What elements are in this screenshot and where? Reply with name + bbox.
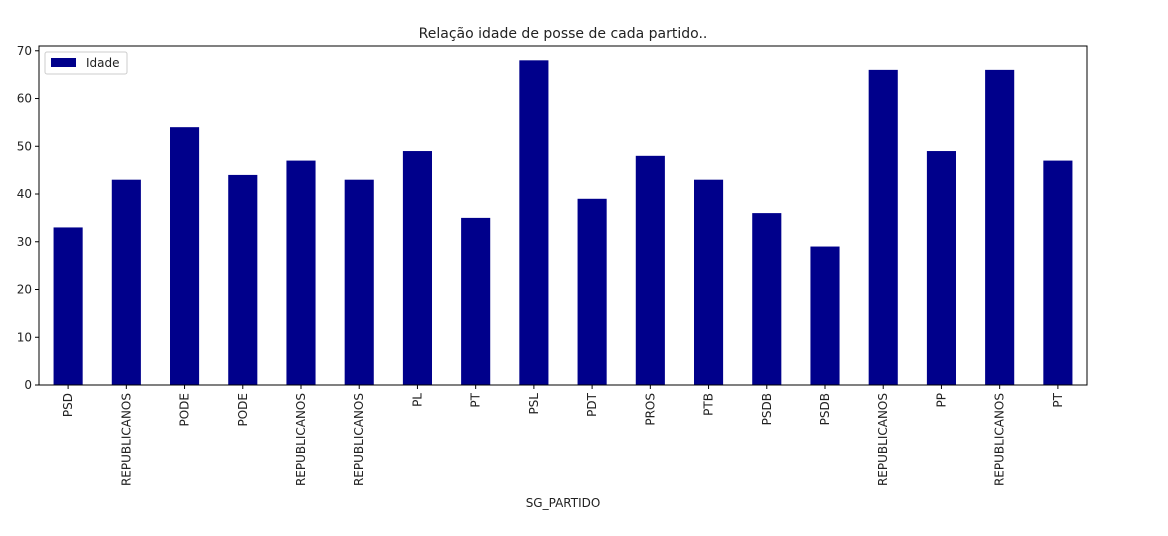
x-tick-label: PROS (643, 393, 657, 426)
x-tick-label: REPUBLICANOS (993, 393, 1007, 486)
bar (752, 213, 782, 385)
bar (344, 179, 374, 385)
legend: Idade (44, 51, 128, 75)
y-tick-label: 40 (17, 187, 32, 201)
x-tick-label: PDT (585, 392, 599, 416)
y-tick-label: 60 (17, 92, 32, 106)
bar (402, 151, 432, 385)
bar (461, 217, 491, 385)
x-tick-label: PODE (178, 393, 192, 427)
bar (53, 227, 83, 385)
y-tick-label: 30 (17, 235, 32, 249)
legend-box (44, 51, 128, 75)
x-tick-label: PSL (527, 393, 541, 415)
chart-title: Relação idade de posse de cada partido.. (419, 26, 708, 42)
bar (286, 160, 316, 385)
x-tick-label: PSDB (760, 393, 774, 425)
bars-layer (53, 60, 1073, 386)
x-tick-label: PP (934, 393, 948, 407)
x-axis-label: SG_PARTIDO (526, 496, 601, 510)
x-tick-label: PSDB (818, 393, 832, 425)
x-tick-label: REPUBLICANOS (352, 393, 366, 486)
bar (519, 60, 549, 385)
bar (694, 179, 724, 385)
legend-swatch (51, 58, 76, 67)
x-tick-label: PTB (702, 393, 716, 416)
bar (868, 69, 898, 386)
x-tick-label: REPUBLICANOS (294, 393, 308, 486)
x-tick-label: PODE (236, 393, 250, 427)
y-tick-label: 50 (17, 139, 32, 153)
x-tick-label: PT (469, 392, 483, 407)
bar (170, 127, 200, 386)
y-tick-label: 20 (17, 283, 32, 297)
bar (635, 155, 665, 385)
bar (111, 179, 141, 385)
plot-frame (38, 45, 1088, 386)
legend-label: Idade (86, 56, 120, 70)
x-tick-label: PL (410, 393, 424, 407)
x-tick-label: REPUBLICANOS (119, 393, 133, 486)
bar (228, 174, 258, 385)
y-tick-label: 0 (24, 378, 32, 392)
x-tick-label: PSD (61, 393, 75, 417)
bar (985, 69, 1015, 386)
bar (810, 246, 840, 385)
y-tick-label: 10 (17, 330, 32, 344)
bar (1043, 160, 1073, 385)
y-tick-label: 70 (17, 44, 32, 58)
x-tick-label: PT (1051, 392, 1065, 407)
x-axis: PSD REPUBLICANOS PODE PODE REPUBLICANOS REPUB… (61, 385, 1065, 486)
bar (577, 198, 607, 385)
bar (926, 151, 956, 385)
x-tick-label: REPUBLICANOS (876, 393, 890, 486)
y-axis: 0 10 20 30 40 50 60 70 (17, 44, 39, 392)
